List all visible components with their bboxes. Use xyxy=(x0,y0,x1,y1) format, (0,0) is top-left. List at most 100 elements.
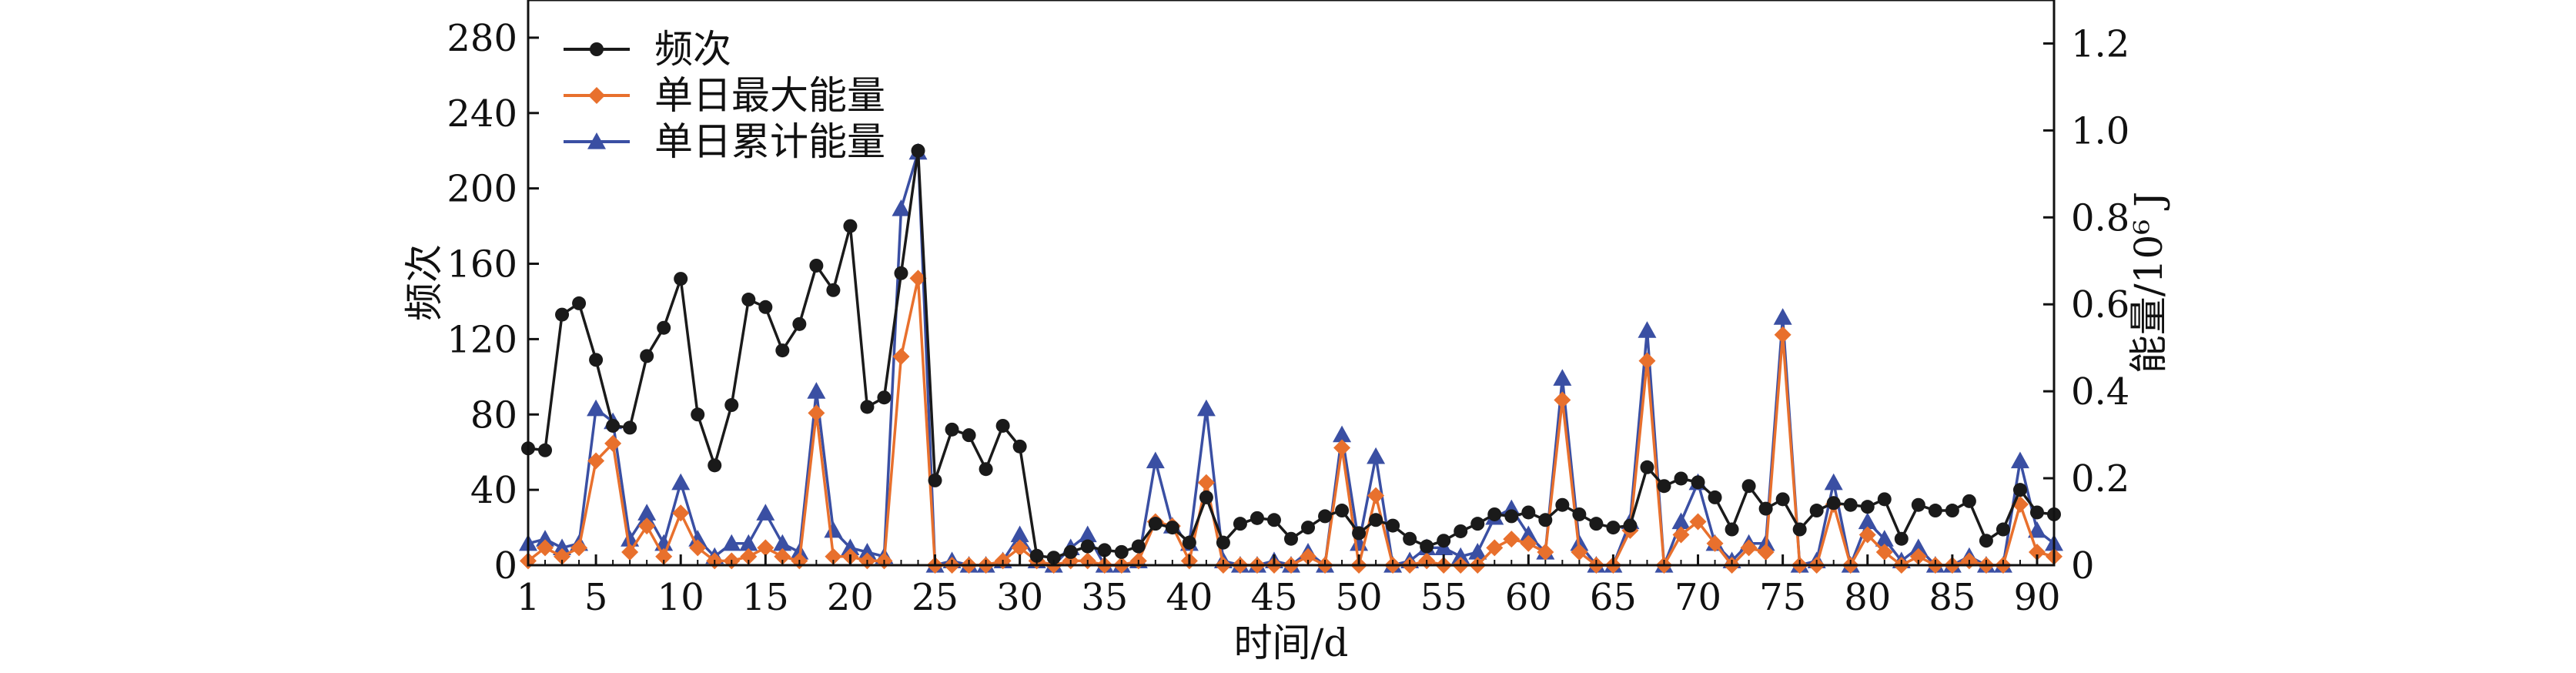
data-point xyxy=(826,283,841,297)
y-tick-label-right: 0.4 xyxy=(2071,370,2129,414)
data-point xyxy=(1386,518,1400,533)
x-tick-label: 10 xyxy=(657,576,704,619)
x-tick-label: 25 xyxy=(912,576,958,619)
data-point xyxy=(892,347,910,365)
data-point xyxy=(1520,534,1537,552)
data-point xyxy=(1877,492,1892,507)
data-point xyxy=(1468,543,1487,560)
data-point xyxy=(1706,534,1724,552)
data-point xyxy=(1486,539,1504,557)
data-point xyxy=(1606,521,1621,535)
data-point xyxy=(1875,544,1893,561)
data-point xyxy=(843,219,858,233)
data-point xyxy=(1623,518,1638,533)
data-point xyxy=(1012,439,1027,454)
data-point xyxy=(604,434,622,452)
data-point xyxy=(1572,507,1587,521)
data-point xyxy=(1367,487,1385,504)
data-point xyxy=(1521,505,1536,520)
series-layer xyxy=(519,142,2063,574)
data-point xyxy=(945,422,959,437)
data-point xyxy=(1809,504,1824,518)
data-point xyxy=(1333,439,1351,457)
data-point xyxy=(1437,534,1451,548)
legend-marker xyxy=(587,132,606,149)
data-point xyxy=(1335,504,1350,518)
data-point xyxy=(1318,509,1333,524)
x-tick-label: 45 xyxy=(1250,576,1297,619)
data-point xyxy=(689,539,707,557)
data-point xyxy=(623,420,637,435)
y-tick-label-left: 280 xyxy=(447,17,517,60)
data-point xyxy=(538,443,553,457)
data-point xyxy=(1640,460,1654,474)
y-tick-label-left: 240 xyxy=(447,92,517,136)
data-point xyxy=(572,296,587,310)
data-point xyxy=(1691,475,1705,490)
data-point xyxy=(1097,543,1112,557)
y-tick-label-left: 80 xyxy=(470,393,517,437)
data-point xyxy=(911,143,925,158)
data-point xyxy=(824,521,843,538)
data-point xyxy=(1774,326,1791,343)
legend-label: 单日最大能量 xyxy=(654,73,885,118)
x-tick-label: 5 xyxy=(584,576,608,619)
data-point xyxy=(1775,492,1790,507)
data-point xyxy=(1011,539,1029,557)
data-point xyxy=(657,320,671,335)
data-point xyxy=(1657,479,1671,494)
data-point xyxy=(758,300,773,314)
data-point xyxy=(1333,425,1352,443)
data-point xyxy=(1010,525,1029,543)
data-point xyxy=(536,530,555,547)
data-point xyxy=(1555,497,1570,512)
data-point xyxy=(606,418,621,433)
legend-item: 单日累计能量 xyxy=(564,119,885,164)
data-point xyxy=(1909,547,1927,565)
data-point xyxy=(774,547,791,565)
data-point xyxy=(672,504,690,522)
data-point xyxy=(2029,505,2044,520)
data-point xyxy=(1725,522,1739,537)
data-point xyxy=(1792,522,1807,537)
legend-marker xyxy=(590,42,604,56)
data-point xyxy=(894,266,908,280)
data-point xyxy=(1689,513,1707,531)
data-point xyxy=(1451,547,1470,564)
x-tick-label: 75 xyxy=(1759,576,1806,619)
data-point xyxy=(589,353,604,367)
data-point xyxy=(1979,534,1993,548)
data-point xyxy=(1638,352,1656,370)
data-point xyxy=(724,398,739,413)
legend-item: 单日最大能量 xyxy=(564,73,885,118)
data-point xyxy=(1928,504,1942,518)
data-point xyxy=(640,349,654,363)
data-point xyxy=(1063,544,1078,559)
data-point xyxy=(757,539,774,557)
data-point xyxy=(740,547,758,565)
data-point xyxy=(1216,535,1230,550)
data-point xyxy=(621,544,639,561)
data-point xyxy=(756,504,775,521)
x-axis-title: 时间/d xyxy=(1234,621,1349,665)
data-point xyxy=(1114,544,1129,559)
data-point xyxy=(1182,535,1196,550)
data-point xyxy=(570,539,588,557)
data-point xyxy=(1454,524,1468,538)
data-point xyxy=(655,547,673,565)
data-point xyxy=(860,400,875,414)
data-point xyxy=(2010,451,2029,469)
y-tick-label-right: 0.8 xyxy=(2071,196,2129,239)
data-point xyxy=(809,258,824,273)
data-point xyxy=(554,547,571,565)
x-tick-label: 85 xyxy=(1929,576,1975,619)
data-point xyxy=(1538,513,1553,527)
data-point xyxy=(877,390,892,405)
data-point xyxy=(808,404,825,422)
series-diamond xyxy=(520,270,2062,574)
data-point xyxy=(555,307,570,322)
data-point xyxy=(1740,539,1758,557)
data-point xyxy=(553,538,572,556)
data-point xyxy=(671,473,691,491)
y-tick-label-left: 40 xyxy=(470,469,517,512)
